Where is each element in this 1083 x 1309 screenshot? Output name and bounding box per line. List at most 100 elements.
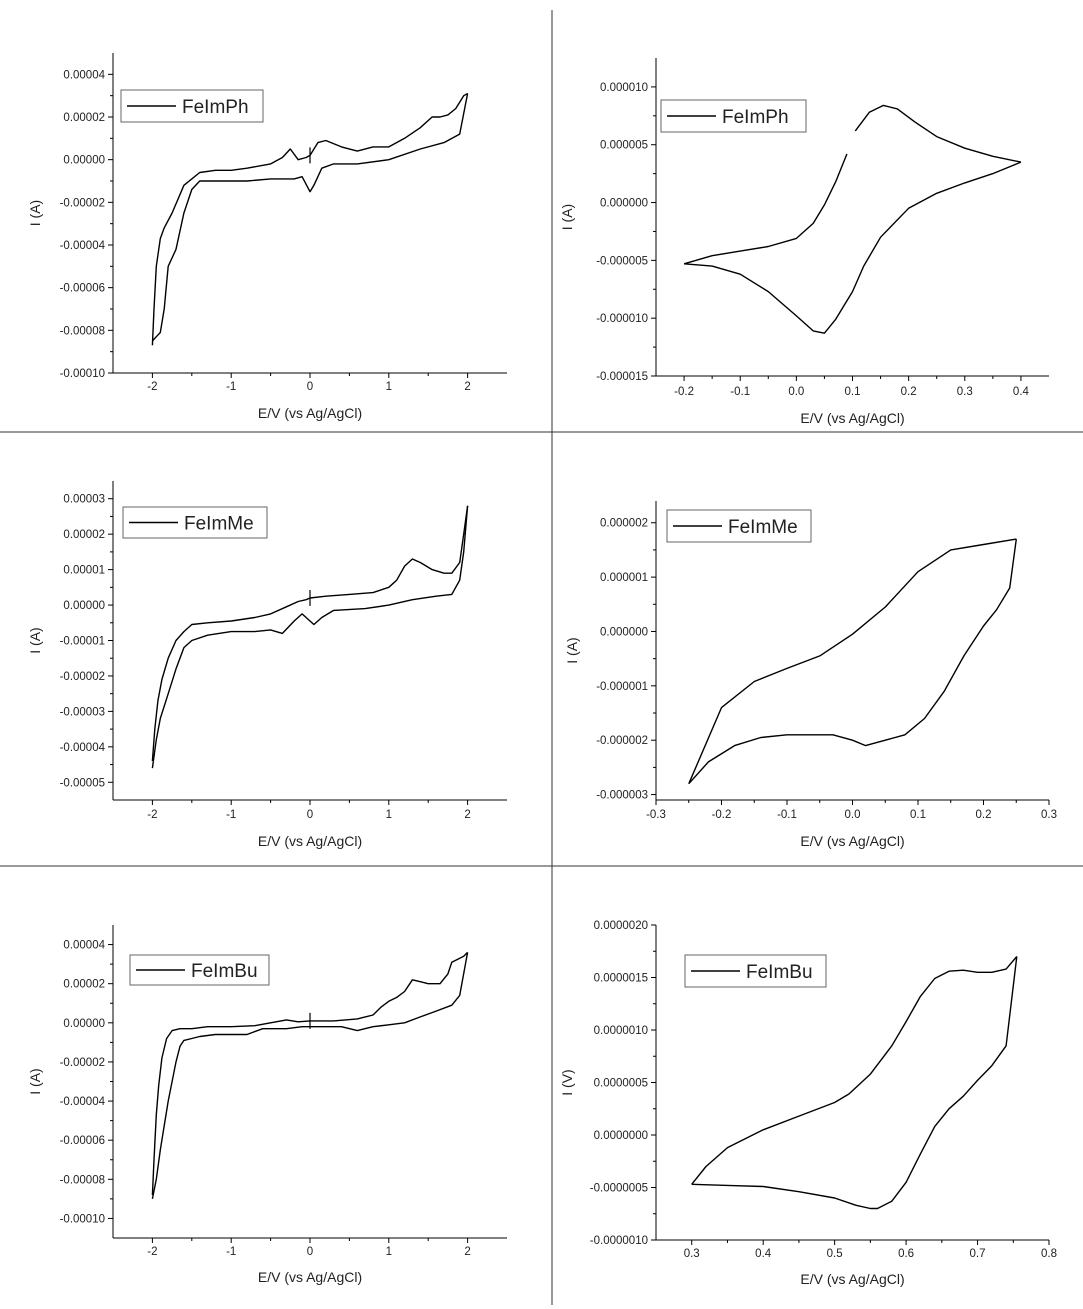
x-tick-label: 2	[464, 809, 470, 821]
y-axis-title: I (A)	[27, 200, 43, 226]
x-tick-label: -0.2	[674, 386, 694, 398]
y-tick-label: 0.0000000	[594, 1130, 648, 1142]
y-tick-label: -0.000001	[596, 681, 648, 693]
chart-feimme-wide: -2 -1 0 1 2 -0.00005 -0.00004 -0.00003 -0.00002 -…	[27, 481, 507, 849]
y-tick-label: -0.00001	[60, 636, 105, 648]
y-tick-label: 0.00001	[63, 565, 105, 577]
y-tick-label: -0.00006	[60, 283, 105, 295]
x-tick-label: 0.2	[976, 809, 992, 821]
y-tick-label: -0.00010	[60, 368, 105, 380]
y-axis-title: I (A)	[27, 1068, 43, 1094]
legend: FeImPh	[660, 99, 807, 133]
x-tick-label: -0.3	[646, 809, 666, 821]
cv-trace	[683, 153, 848, 265]
y-tick-label: 0.00000	[63, 600, 105, 612]
y-tick-label: -0.00010	[60, 1213, 105, 1225]
x-tick-label: 0.3	[684, 1248, 700, 1260]
x-tick-label: 1	[386, 1246, 392, 1258]
y-tick-label: -0.000005	[596, 255, 648, 267]
x-tick-label: 1	[386, 809, 392, 821]
legend-label: FeImMe	[184, 514, 254, 535]
x-tick-label: 0.6	[898, 1248, 914, 1260]
chart-feimbu-wide: -2 -1 0 1 2 -0.00010 -0.00008 -0.00006 -0.00004 -…	[27, 925, 507, 1285]
x-tick-label: 0	[307, 809, 313, 821]
y-tick-label: -0.00002	[60, 1057, 105, 1069]
y-tick-label: 0.00002	[63, 112, 105, 124]
cv-trace	[151, 148, 311, 346]
x-tick-label: 0.1	[845, 386, 861, 398]
y-tick-label: 0.00004	[63, 940, 105, 952]
cv-trace	[310, 951, 469, 1022]
legend: FeImBu	[129, 954, 270, 986]
x-tick-label: 0.8	[1041, 1248, 1057, 1260]
y-tick-label: -0.000003	[596, 790, 648, 802]
x-tick-label: 0.4	[1013, 386, 1030, 398]
x-tick-label: 0	[307, 381, 313, 393]
y-tick-label: 0.000001	[600, 572, 648, 584]
y-tick-label: 0.000000	[600, 198, 648, 210]
x-axis-title: E/V (vs Ag/AgCl)	[800, 1271, 904, 1287]
legend: FeImMe	[666, 509, 812, 543]
legend-label: FeImPh	[182, 97, 249, 118]
legend: FeImMe	[122, 506, 268, 539]
x-tick-label: 0.7	[970, 1248, 986, 1260]
cv-trace	[691, 956, 1018, 1185]
cv-trace	[151, 1019, 311, 1196]
y-tick-label: 0.00003	[63, 494, 105, 506]
cv-trace	[691, 956, 1018, 1210]
x-axis-title: E/V (vs Ag/AgCl)	[258, 1269, 362, 1285]
y-tick-label: 0.00000	[63, 1018, 105, 1030]
y-tick-label: 0.00002	[63, 529, 105, 541]
y-axis-title: I (A)	[559, 204, 575, 230]
y-tick-label: -0.00004	[60, 240, 106, 252]
x-tick-label: -2	[147, 809, 157, 821]
cv-trace	[151, 952, 469, 1200]
x-tick-label: 0	[307, 1246, 313, 1258]
x-tick-label: 0.2	[901, 386, 917, 398]
cv-trace	[151, 597, 311, 762]
x-tick-label: 0.5	[827, 1248, 843, 1260]
x-tick-label: -2	[147, 381, 157, 393]
y-tick-label: -0.00004	[60, 1096, 106, 1108]
y-tick-label: -0.00005	[60, 777, 105, 789]
chart-feimbu-narrow: 0.3 0.4 0.5 0.6 0.7 0.8 -0.0000010 -0.0000005 0.…	[559, 920, 1057, 1287]
y-tick-label: -0.000010	[596, 313, 648, 325]
y-tick-label: 0.00000	[63, 155, 105, 167]
legend-label: FeImBu	[746, 962, 813, 983]
x-tick-label: -0.1	[777, 809, 797, 821]
y-tick-label: -0.00002	[60, 197, 105, 209]
x-tick-label: -2	[147, 1246, 157, 1258]
x-tick-label: 0.0	[788, 386, 804, 398]
y-tick-label: -0.00004	[60, 742, 106, 754]
x-axis-title: E/V (vs Ag/AgCl)	[800, 410, 904, 426]
y-tick-label: -0.00002	[60, 671, 105, 683]
y-tick-label: -0.000002	[596, 735, 648, 747]
legend-label: FeImPh	[722, 107, 789, 128]
y-axis-title: I (A)	[564, 637, 580, 663]
x-tick-label: 2	[464, 381, 470, 393]
x-tick-label: 0.0	[845, 809, 861, 821]
x-tick-label: 0.4	[755, 1248, 772, 1260]
x-axis-title: E/V (vs Ag/AgCl)	[800, 833, 904, 849]
x-axis-title: E/V (vs Ag/AgCl)	[258, 833, 362, 849]
y-tick-label: -0.00008	[60, 1174, 105, 1186]
y-tick-label: 0.000002	[600, 518, 648, 530]
x-tick-label: -1	[226, 1246, 236, 1258]
cv-trace	[688, 538, 1017, 784]
chart-fephimph-narrow: -0.2 -0.1 0.0 0.1 0.2 0.3 0.4 -0.000015 -0.00001…	[559, 58, 1049, 426]
y-tick-label: 0.0000010	[594, 1025, 648, 1037]
y-tick-label: 0.0000005	[594, 1078, 648, 1090]
legend: FeImBu	[684, 954, 827, 988]
y-tick-label: 0.00004	[63, 69, 105, 81]
x-tick-label: 0.3	[957, 386, 973, 398]
x-axis-title: E/V (vs Ag/AgCl)	[258, 405, 362, 421]
y-tick-label: 0.000005	[600, 140, 648, 152]
x-tick-label: -1	[226, 809, 236, 821]
y-tick-label: -0.00006	[60, 1135, 105, 1147]
y-tick-label: 0.000010	[600, 82, 648, 94]
x-tick-label: -0.1	[730, 386, 750, 398]
cv-trace	[688, 539, 1017, 785]
cv-trace	[151, 505, 469, 769]
chart-fephimph-wide: -2 -1 0 1 2 -0.00010 -0.00008 -0.00006 -0.00004 -…	[27, 53, 507, 421]
